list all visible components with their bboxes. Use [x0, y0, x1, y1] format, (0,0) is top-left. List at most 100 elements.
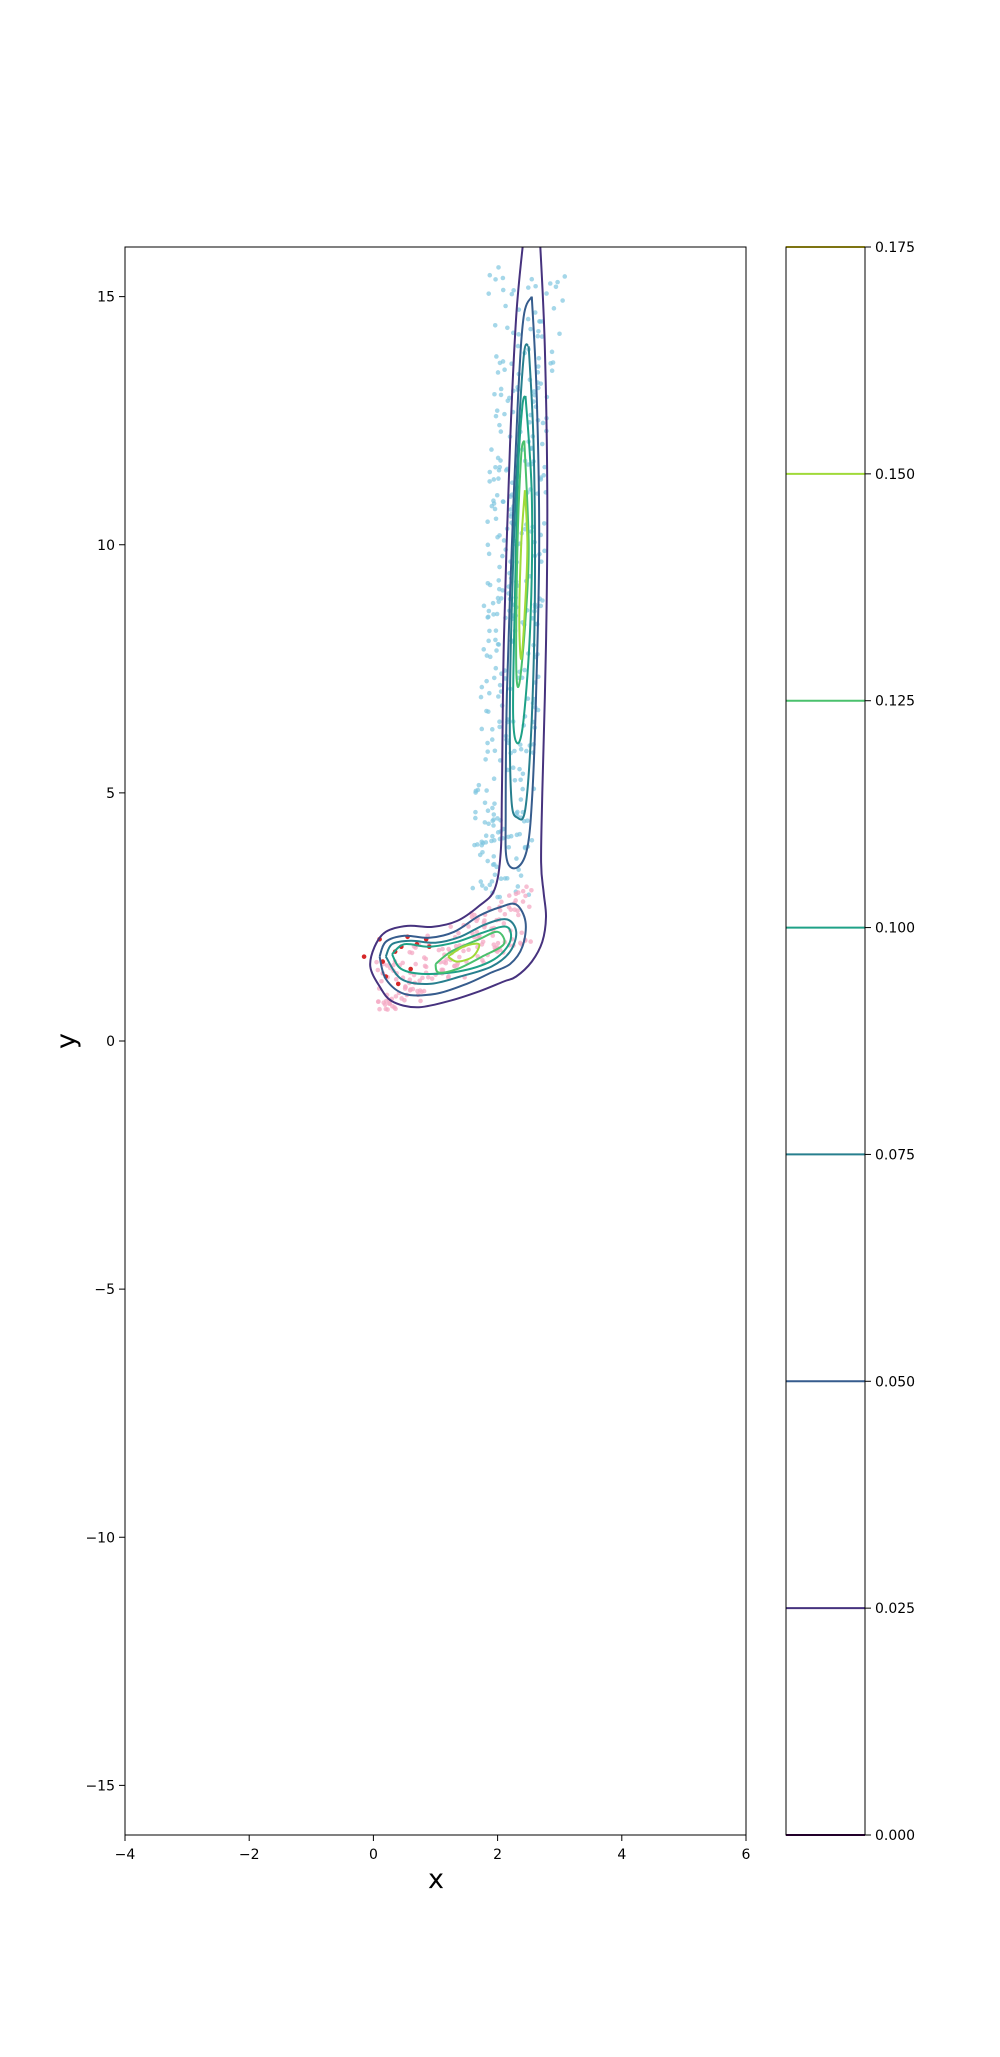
scatter-point	[486, 905, 492, 911]
scatter-point	[385, 1007, 390, 1012]
scatter-point-red	[395, 981, 401, 987]
scatter-point	[456, 930, 461, 936]
scatter-point	[491, 854, 497, 859]
scatter-point	[496, 694, 501, 699]
contour-line	[504, 296, 541, 870]
scatter-point	[496, 578, 502, 583]
scatter-point	[508, 833, 514, 839]
scatter-point	[497, 719, 502, 724]
scatter-point	[457, 954, 462, 960]
scatter-point	[528, 939, 533, 944]
scatter-point	[480, 957, 485, 963]
scatter-point	[514, 856, 519, 861]
y-tick-label: −10	[85, 1530, 115, 1546]
scatter-point	[478, 694, 484, 700]
scatter-point	[521, 818, 527, 824]
scatter-point	[490, 833, 495, 839]
scatter-point	[393, 994, 399, 999]
scatter-point	[489, 879, 495, 884]
scatter-point	[485, 740, 490, 746]
scatter-point	[381, 1000, 386, 1005]
scatter-point	[513, 891, 519, 897]
scatter-point	[413, 961, 418, 967]
scatter-point	[487, 469, 493, 475]
scatter-point	[493, 277, 498, 282]
colorbar-tick-label: 0.050	[875, 1374, 915, 1390]
scatter-point	[495, 534, 500, 540]
scatter-point	[497, 724, 502, 730]
scatter-point	[407, 988, 413, 993]
scatter-point	[484, 788, 489, 793]
plot-frame	[124, 246, 747, 1836]
scatter-point	[490, 600, 496, 606]
scatter-point	[518, 797, 524, 802]
scatter-point	[494, 354, 499, 359]
scatter-point	[479, 839, 485, 845]
scatter-point	[496, 476, 501, 481]
scatter-point	[508, 907, 514, 912]
scatter-point	[479, 684, 485, 690]
scatter-point	[512, 748, 517, 754]
scatter-point	[473, 809, 478, 815]
scatter-point	[486, 709, 491, 714]
scatter-point	[492, 322, 498, 328]
scatter-point	[515, 343, 521, 349]
scatter-point	[484, 678, 489, 684]
scatter-point	[536, 355, 542, 361]
scatter-point	[520, 771, 526, 777]
scatter-point	[539, 334, 545, 339]
scatter-point	[423, 964, 429, 970]
scatter-point	[479, 842, 485, 848]
scatter-point	[486, 291, 492, 296]
scatter-point	[538, 603, 544, 609]
scatter-point	[542, 464, 547, 470]
scatter-point	[498, 429, 504, 434]
scatter-point	[377, 1006, 382, 1012]
scatter-point	[483, 886, 489, 891]
scatter-point	[562, 274, 568, 279]
scatter-point	[493, 665, 499, 671]
scatter-point	[486, 608, 492, 614]
scatter-point	[492, 506, 498, 512]
contour-line	[447, 942, 481, 963]
colorbar-tick-label: 0.000	[875, 1828, 915, 1844]
scatter-point	[535, 707, 541, 713]
contour-line	[391, 925, 513, 976]
scatter-point	[501, 499, 506, 505]
scatter-point	[535, 333, 541, 339]
scatter-point	[494, 408, 500, 413]
scatter-point	[524, 748, 529, 754]
scatter-point	[476, 782, 482, 788]
scatter-point	[481, 647, 487, 652]
scatter-point	[520, 786, 525, 792]
scatter-point	[482, 820, 488, 825]
scatter-point	[403, 984, 408, 990]
x-axis-ticks: −4 −2 0 2 4 6	[115, 1835, 751, 1863]
scatter-point	[495, 641, 501, 647]
scatter-point	[493, 464, 498, 470]
scatter-point	[490, 933, 496, 938]
colorbar: 0.000 0.025 0.050 0.075 0.100 0.125 0.150 0.175	[785, 240, 915, 1844]
scatter-point	[439, 967, 444, 973]
scatter-point	[501, 921, 507, 926]
scatter-point	[497, 360, 503, 366]
y-tick-label: −5	[94, 1282, 115, 1298]
scatter-point	[497, 422, 502, 428]
contour-line	[515, 440, 530, 688]
scatter-point	[508, 507, 513, 512]
scatter-point	[533, 283, 538, 289]
scatter-point	[486, 551, 492, 557]
scatter-point	[548, 361, 553, 366]
scatter-point	[497, 682, 503, 688]
scatter-point	[486, 821, 491, 827]
scatter-point	[393, 1006, 398, 1012]
scatter-point	[520, 899, 526, 904]
contour-line	[384, 918, 518, 985]
scatter-point	[402, 997, 407, 1003]
scatter-point	[509, 291, 515, 297]
scatter-point	[461, 948, 466, 954]
contour-line	[508, 343, 536, 821]
scatter-point	[500, 588, 505, 593]
scatter-point	[491, 812, 497, 817]
scatter-point	[497, 464, 503, 470]
